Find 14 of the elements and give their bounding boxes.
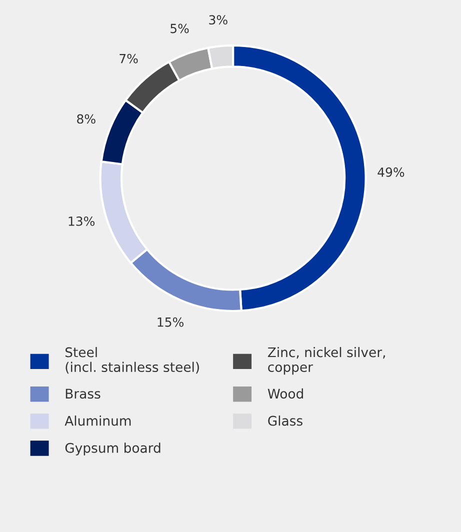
- data-label: 3%: [209, 15, 228, 25]
- legend-label: Glass: [268, 416, 302, 426]
- legend-label: Aluminum: [64, 416, 131, 426]
- data-label: 5%: [170, 24, 189, 34]
- data-label: 15%: [158, 317, 184, 327]
- data-label: 49%: [378, 167, 404, 177]
- data-label: 8%: [77, 114, 96, 124]
- legend-label: Brass: [66, 388, 100, 399]
- legend-label: Zinc, nickel silver, copper: [268, 347, 385, 375]
- data-label: 13%: [68, 216, 95, 226]
- legend-label: Wood: [268, 388, 303, 399]
- legend-label: Gypsum board: [65, 442, 160, 456]
- data-label: 7%: [120, 54, 138, 64]
- legend-label: Steel (incl. stainless steel): [65, 347, 199, 374]
